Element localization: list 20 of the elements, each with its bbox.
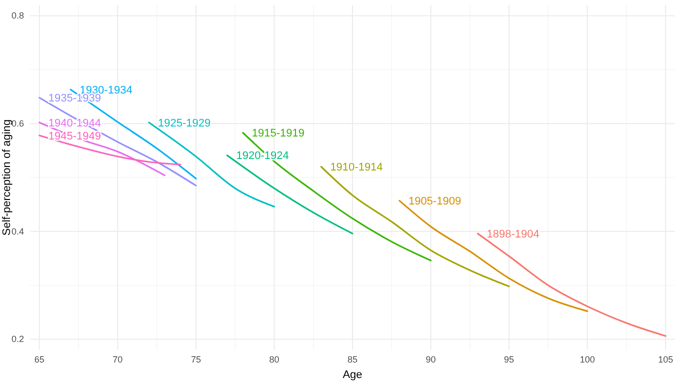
x-axis-title: Age — [342, 369, 362, 381]
x-tick-label: 105 — [658, 354, 674, 364]
y-tick-label: 0.2 — [11, 334, 24, 344]
series-label: 1910-1914 — [330, 162, 383, 174]
series-label: 1925-1929 — [158, 117, 211, 130]
x-tick-label: 70 — [112, 354, 123, 364]
series-label: 1915-1919 — [252, 128, 305, 140]
y-axis-title: Self-perception of aging — [1, 119, 13, 236]
y-tick-label: 0.6 — [11, 118, 24, 128]
x-tick-label: 65 — [34, 354, 44, 364]
y-tick-label: 0.8 — [11, 10, 24, 21]
series-label: 1898-1904 — [486, 228, 540, 240]
x-tick-label: 100 — [580, 354, 595, 364]
x-tick-label: 85 — [347, 354, 358, 364]
x-tick-label: 95 — [504, 354, 514, 364]
y-tick-label: 0.4 — [11, 226, 24, 236]
series-label: 1905-1909 — [408, 196, 462, 208]
x-tick-label: 80 — [269, 354, 280, 364]
x-tick-label: 90 — [426, 354, 436, 364]
x-tick-label: 75 — [190, 354, 201, 364]
